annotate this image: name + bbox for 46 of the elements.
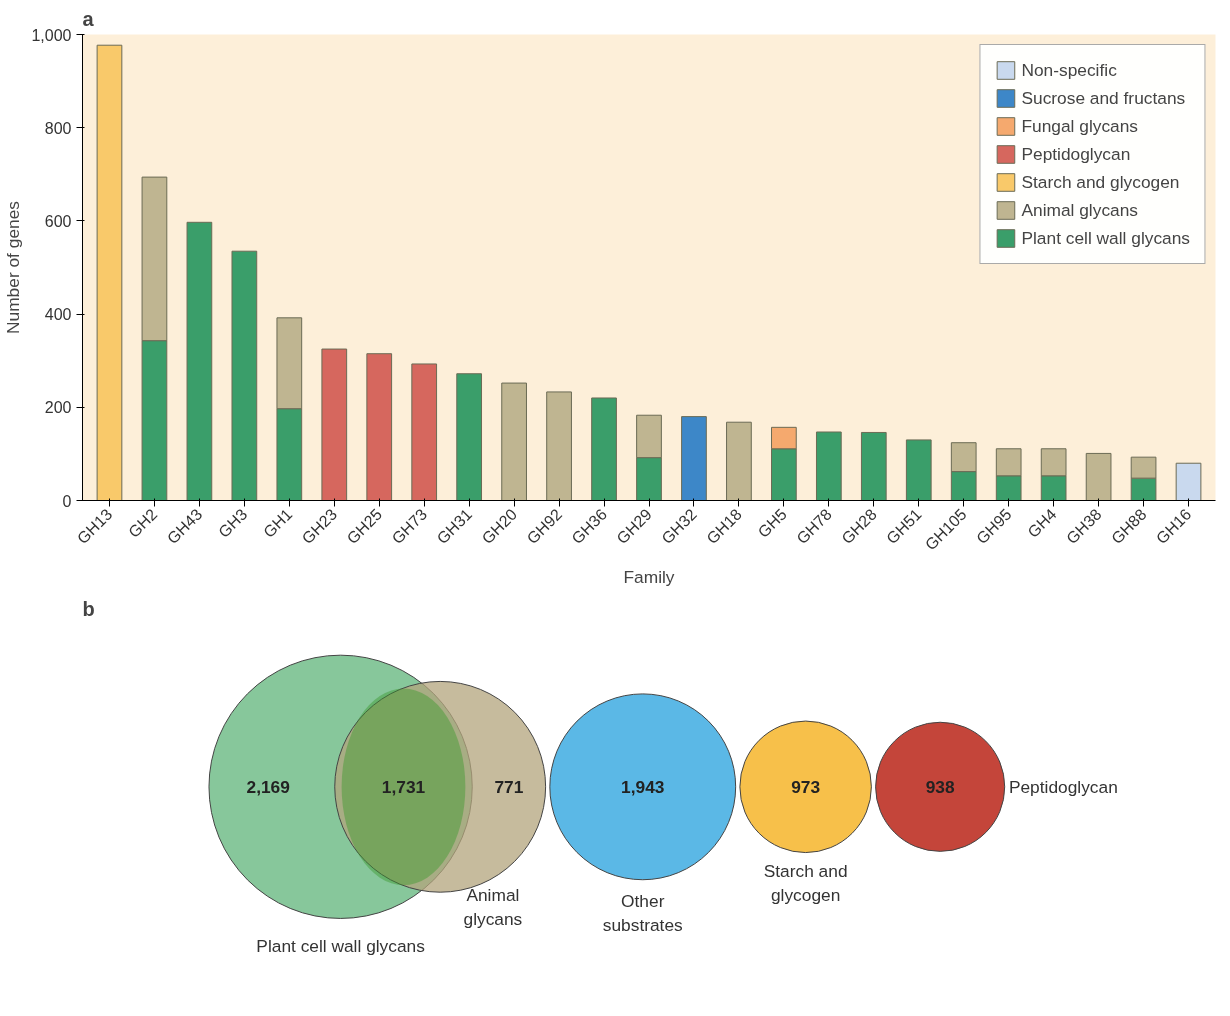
y-tick-label: 200 xyxy=(44,399,72,417)
bar xyxy=(681,416,707,501)
data-label: 2,169 xyxy=(246,776,290,797)
legend-label: Non-specific xyxy=(1021,59,1117,81)
legend-label: Starch and glycogen xyxy=(1021,171,1180,193)
category-label: Animal glycans xyxy=(463,885,523,930)
bar xyxy=(501,382,527,501)
bar xyxy=(1085,452,1112,501)
data-label: 1,731 xyxy=(381,776,426,797)
bar xyxy=(96,44,123,501)
bar xyxy=(366,353,393,501)
bar xyxy=(546,391,572,501)
legend-label: Plant cell wall glycans xyxy=(1021,227,1190,249)
y-tick-label: 600 xyxy=(44,212,72,230)
y-axis-title: Number of genes xyxy=(3,200,24,334)
data-label: 973 xyxy=(791,776,821,797)
legend-label: Fungal glycans xyxy=(1021,115,1139,137)
y-tick-label: 1,000 xyxy=(31,26,72,44)
bar xyxy=(1175,462,1202,501)
chart-title: a xyxy=(82,7,95,30)
data-label: 938 xyxy=(925,776,955,797)
bar xyxy=(591,397,617,501)
legend-label: Sucrose and fructans xyxy=(1021,87,1186,109)
category-label: Other substrates xyxy=(602,891,684,936)
data-label: 1,943 xyxy=(621,776,665,797)
y-tick-label: 800 xyxy=(44,119,72,137)
bar xyxy=(321,348,348,501)
bar xyxy=(186,221,213,501)
bar xyxy=(815,431,842,501)
category-label: Plant cell wall glycans xyxy=(256,936,426,957)
x-axis-title: Family xyxy=(623,567,675,588)
y-tick-label: 0 xyxy=(62,492,72,510)
legend-label: Peptidoglycan xyxy=(1021,143,1131,165)
bar xyxy=(860,431,887,501)
y-tick-label: 400 xyxy=(44,306,72,324)
text: b xyxy=(82,597,95,620)
category-label: Peptidoglycan xyxy=(1008,776,1118,797)
legend-label: Animal glycans xyxy=(1021,199,1138,221)
bar xyxy=(456,373,483,501)
data-label: 771 xyxy=(494,776,524,797)
bar xyxy=(411,363,438,501)
category-label: Starch and glycogen xyxy=(763,861,848,906)
bar xyxy=(905,439,932,501)
bar xyxy=(726,421,752,501)
x-tick-label: GH1 xyxy=(260,505,296,541)
bar xyxy=(231,250,258,501)
